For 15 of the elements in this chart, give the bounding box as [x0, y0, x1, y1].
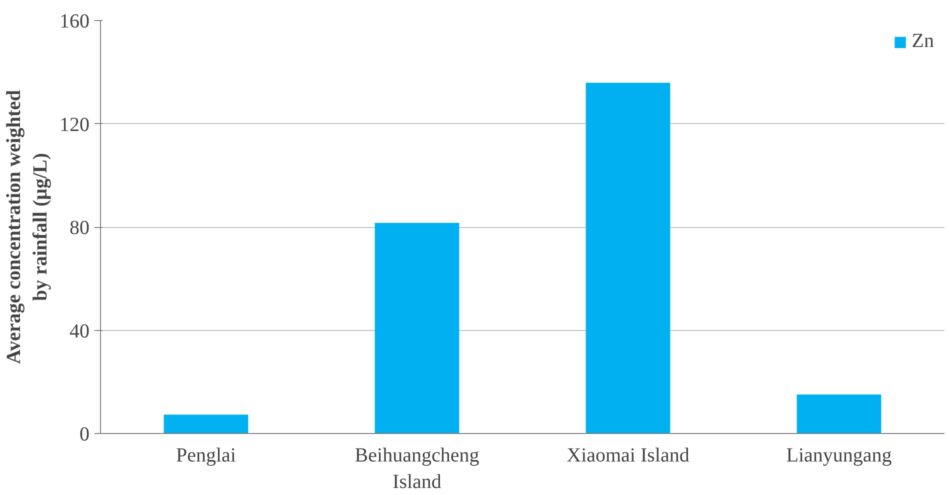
y-tick-label: 120 — [60, 114, 90, 136]
x-tick-label: Xiaomai Island — [566, 444, 690, 466]
x-tick-label: Beihuangcheng Island — [354, 444, 480, 493]
y-tick-label: 0 — [80, 424, 90, 446]
y-tick-label: 40 — [70, 320, 90, 342]
y-axis-title: Average concentration weighted by rainfall (μg/L) — [3, 90, 52, 364]
bar — [374, 222, 460, 434]
bar — [164, 414, 248, 434]
bar — [796, 394, 882, 434]
legend-label: Zn — [912, 30, 934, 53]
y-tick-label: 80 — [70, 217, 90, 239]
bar — [586, 82, 670, 434]
x-tick-label: Lianyungang — [786, 444, 892, 466]
y-tick-label: 160 — [60, 10, 90, 32]
x-tick-label: Penglai — [176, 444, 236, 466]
